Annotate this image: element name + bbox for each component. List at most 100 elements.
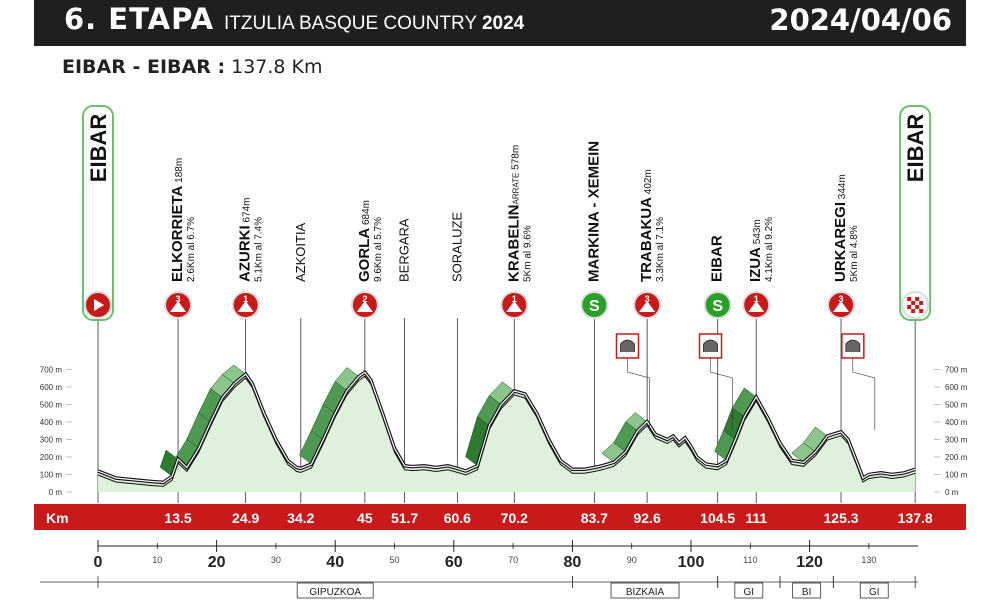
tunnel-pointer bbox=[710, 358, 733, 430]
checkered-flag-icon bbox=[911, 301, 916, 305]
point-name: SORALUZE bbox=[449, 212, 464, 282]
race-name: ITZULIA BASQUE COUNTRY 2024 bbox=[224, 13, 524, 35]
point-altitude: 344m bbox=[837, 174, 848, 202]
region-box bbox=[734, 582, 764, 599]
km-bar-value: 51.7 bbox=[391, 510, 418, 526]
mountain-icon bbox=[356, 301, 373, 312]
y-tick-right: 500 m bbox=[945, 401, 968, 410]
distance-axis-minor-label: 90 bbox=[627, 555, 637, 565]
sprint-icon-letter: S bbox=[589, 298, 600, 315]
y-tick-right: 300 m bbox=[945, 436, 968, 445]
sprint-icon bbox=[703, 291, 732, 319]
distance-axis-minor-label: 110 bbox=[743, 555, 757, 565]
sprint-icon-letter: S bbox=[712, 298, 723, 315]
y-tick-left: 500 m bbox=[40, 401, 63, 410]
finish-town-name: EIBAR bbox=[903, 114, 928, 183]
point-label: AZKOITIA bbox=[293, 222, 308, 282]
distance-axis-major-label: 60 bbox=[445, 554, 463, 571]
checkered-flag-icon bbox=[907, 305, 912, 309]
distance-axis-major-label: 100 bbox=[678, 554, 705, 571]
point-name: AZKOITIA bbox=[293, 222, 308, 282]
point-label: SORALUZE bbox=[449, 212, 464, 282]
point-name: KRABELIN bbox=[505, 205, 522, 283]
start-town-box bbox=[82, 105, 114, 321]
point-climb-stats: 2.6Km al 6.7% bbox=[186, 217, 197, 282]
point-label: KRABELINARRATE 578m bbox=[505, 145, 522, 282]
point-altitude: 684m bbox=[361, 200, 372, 228]
y-tick-right: 400 m bbox=[945, 418, 968, 427]
km-bar-value: 45 bbox=[357, 510, 373, 526]
mountain-icon bbox=[506, 301, 523, 312]
y-tick-right: 100 m bbox=[945, 471, 968, 480]
point-label: TRABAKUA 402m bbox=[638, 169, 655, 282]
region-box bbox=[296, 582, 374, 599]
mountain-category-number: 1 bbox=[754, 294, 759, 304]
tunnel-arch bbox=[845, 339, 861, 352]
distance-axis-major-label: 0 bbox=[94, 554, 103, 571]
point-label: IZUA 543m bbox=[747, 219, 764, 282]
mountain-icon bbox=[639, 301, 656, 312]
point-climb-stats: 4.1Km al 9.2% bbox=[764, 217, 775, 282]
y-tick-left: 0 m bbox=[49, 488, 63, 497]
distance-axis-minor-label: 30 bbox=[271, 555, 281, 565]
mountain-category-number: 2 bbox=[362, 294, 367, 304]
distance-axis-major-label: 20 bbox=[208, 554, 226, 571]
point-altitude: 188m bbox=[174, 158, 185, 186]
distance-axis-major-label: 120 bbox=[796, 554, 823, 571]
mountain-category-number: 3 bbox=[645, 294, 650, 304]
profile-line-lower bbox=[97, 375, 916, 487]
point-label: URKAREGI 344m bbox=[832, 174, 849, 282]
km-bar-value: 13.5 bbox=[164, 510, 191, 526]
point-climb-stats: 3.3Km al 7.1% bbox=[655, 217, 666, 282]
route-heading: EIBAR - EIBAR : 137.8 Km bbox=[62, 56, 323, 78]
km-bar-value: 24.9 bbox=[232, 510, 259, 526]
point-climb-stats: 5.1Km al 7.4% bbox=[254, 217, 265, 282]
y-tick-right: 600 m bbox=[945, 383, 968, 392]
mountain-icon bbox=[170, 301, 187, 312]
point-name: ELKORRIETA bbox=[169, 185, 186, 282]
km-bar-value: 104.5 bbox=[700, 510, 735, 526]
y-tick-left: 100 m bbox=[40, 471, 63, 480]
mountain-icon bbox=[237, 301, 254, 312]
point-label: ELKORRIETA 188m bbox=[169, 158, 186, 282]
km-bar-value: 92.6 bbox=[633, 510, 660, 526]
distance-axis-minor-label: 70 bbox=[508, 555, 518, 565]
distance-axis-minor-label: 130 bbox=[861, 555, 876, 565]
stage-header-bar: 6. ETAPA ITZULIA BASQUE COUNTRY 2024 202… bbox=[34, 0, 966, 46]
finish-town-box bbox=[899, 105, 932, 321]
point-label: GORLA 684m bbox=[356, 200, 373, 282]
profile-line-inner bbox=[97, 371, 916, 484]
start-town-name: EIBAR bbox=[86, 114, 111, 183]
y-tick-left: 200 m bbox=[40, 453, 63, 462]
distance-axis-major-label: 80 bbox=[564, 554, 582, 571]
km-bar-value: 137.8 bbox=[898, 510, 933, 526]
point-climb-stats: 5Km al 4.8% bbox=[849, 225, 860, 282]
checkered-flag-icon bbox=[915, 297, 920, 301]
region-label: GIPUZKOA bbox=[309, 587, 361, 598]
route-title: EIBAR - EIBAR : bbox=[62, 56, 226, 78]
race-year: 2024 bbox=[481, 13, 525, 34]
km-bar-value: 70.2 bbox=[501, 510, 528, 526]
point-name: GORLA bbox=[356, 228, 373, 282]
checkered-flag-icon bbox=[907, 297, 912, 301]
km-bar bbox=[34, 504, 966, 530]
route-distance: 137.8 Km bbox=[231, 56, 323, 78]
y-tick-left: 400 m bbox=[40, 418, 63, 427]
play-icon bbox=[94, 299, 104, 311]
mountain-icon bbox=[748, 301, 765, 312]
point-name: TRABAKUA bbox=[638, 197, 655, 282]
distance-axis-minor-label: 10 bbox=[152, 555, 162, 565]
checkered-flag-icon bbox=[915, 305, 920, 309]
tunnel-arch bbox=[620, 339, 635, 352]
y-tick-right: 200 m bbox=[945, 453, 968, 462]
point-altitude: 402m bbox=[643, 169, 654, 197]
stage-date: 2024/04/06 bbox=[769, 3, 952, 37]
y-tick-left: 300 m bbox=[40, 436, 63, 445]
point-name: EIBAR bbox=[709, 235, 726, 282]
region-box bbox=[792, 582, 822, 599]
tunnel-pointer bbox=[852, 358, 876, 430]
checkered-flag-icon bbox=[919, 301, 924, 305]
tunnel-arch bbox=[703, 339, 718, 352]
point-label: EIBAR bbox=[709, 235, 726, 282]
km-bar-value: 34.2 bbox=[287, 510, 314, 526]
